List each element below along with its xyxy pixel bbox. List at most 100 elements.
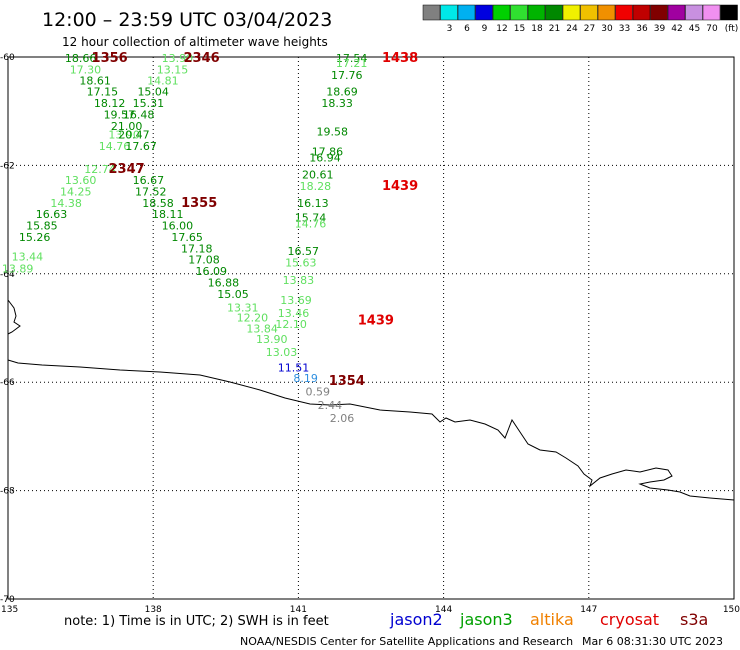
legend-swatch	[527, 4, 546, 21]
wave-height-label: 13.31	[227, 301, 259, 314]
wave-height-label: 13.46	[278, 307, 310, 320]
graticule	[8, 57, 734, 599]
pass-time-label: 1438	[382, 51, 418, 66]
legend-swatch	[632, 4, 651, 21]
latitude-tick-label: -60	[0, 53, 15, 63]
wave-height-label: 17.30	[70, 63, 102, 76]
wave-height-label: 18.28	[300, 180, 332, 193]
wave-height-label: 11.51	[278, 362, 310, 375]
legend-swatch	[510, 4, 528, 21]
longitude-tick-label: 141	[290, 605, 307, 615]
wave-height-label: 18.69	[326, 86, 358, 99]
wave-height-label: 0.59	[306, 385, 331, 398]
legend-swatch-label: 70	[706, 24, 718, 34]
latitude-tick-label: -68	[0, 487, 15, 497]
wave-height-label: 15.04	[137, 86, 169, 99]
wave-height-label: 19.57	[104, 108, 136, 121]
legend-swatch-label: 24	[566, 24, 578, 34]
observation-labels: 18.6617.3018.6117.1518.1219.5721.0013.90…	[2, 51, 418, 425]
wave-height-label: 17.52	[135, 185, 167, 198]
legend-swatch-label: 45	[689, 24, 700, 34]
legend-swatch	[422, 4, 441, 21]
legend-swatch-label: 3	[447, 24, 453, 34]
legend-swatch-label: (ft)	[725, 24, 739, 34]
legend-swatch	[562, 4, 581, 21]
plot-frame	[7, 56, 735, 600]
wave-height-label: 12.20	[237, 312, 269, 325]
satellite-label: s3a	[680, 610, 708, 629]
wave-height-label: 13.69	[280, 294, 312, 307]
pass-time-label: 1356	[92, 51, 128, 66]
satellite-label: jason3	[459, 610, 513, 629]
map-title: 12:00 – 23:59 UTC 03/04/2023	[42, 9, 332, 31]
legend-swatch-label: 39	[654, 24, 666, 34]
latitude-tick-label: -64	[0, 270, 15, 280]
longitude-tick-label: 144	[435, 605, 452, 615]
wave-height-label: 15.63	[285, 256, 317, 269]
wave-height-label: 18.61	[79, 74, 111, 87]
wave-height-label: 15.05	[217, 288, 249, 301]
legend-swatch	[720, 4, 738, 21]
wave-height-label: 16.09	[196, 265, 228, 278]
pass-time-label: 1439	[382, 179, 418, 194]
legend-swatch-label: 27	[584, 24, 595, 34]
wave-height-label: 13.60	[65, 174, 97, 187]
wave-height-label: 14.25	[60, 185, 92, 198]
wave-height-label: 17.08	[188, 254, 220, 267]
wave-height-label: 15.74	[295, 211, 327, 224]
legend-swatch-label: 36	[636, 24, 648, 34]
satellite-label: altika	[530, 610, 574, 629]
wave-height-label: 8.19	[293, 372, 318, 385]
wave-height-label: 16.48	[123, 108, 155, 121]
longitude-tick-label: 147	[580, 605, 597, 615]
wave-height-label: 13.15	[157, 63, 189, 76]
wave-height-label: 21.00	[111, 120, 143, 133]
latitude-tick-label: -70	[0, 595, 15, 605]
pass-time-label: 1439	[358, 313, 394, 328]
wave-height-label: 14.76	[295, 217, 327, 230]
longitude-tick-label: 138	[145, 605, 162, 615]
legend-swatch-label: 18	[531, 24, 543, 34]
wave-height-label: 19.58	[317, 125, 349, 138]
wave-height-label: 12.10	[275, 318, 307, 331]
pass-time-label: 2347	[108, 162, 144, 177]
wave-height-label: 18.66	[65, 52, 97, 65]
wave-height-label: 17.21	[336, 57, 368, 70]
legend-swatch	[492, 4, 511, 21]
legend-swatch-label: 15	[514, 24, 525, 34]
wave-height-label: 14.76	[99, 140, 131, 153]
wave-height-label: 17.15	[87, 86, 119, 99]
legend-swatch-label: 21	[549, 24, 560, 34]
plot-area: 135 138 141 144 147 150 -60 -62 -64 -66 -68 -70 18.…	[0, 51, 740, 615]
wave-height-label: 16.94	[309, 151, 341, 164]
satellite-label: jason2	[389, 610, 443, 629]
wave-height-label: 17.86	[312, 145, 344, 158]
wave-height-label: 16.57	[287, 245, 319, 258]
legend-swatch	[702, 4, 721, 21]
coastline	[7, 299, 735, 501]
wave-height-label: 2.06	[330, 412, 355, 425]
latitude-tick-label: -62	[0, 161, 15, 171]
wave-height-label: 14.81	[147, 74, 179, 87]
wave-height-label: 17.18	[181, 242, 213, 255]
wave-height-label: 16.63	[36, 208, 68, 221]
pass-time-label: 2346	[184, 51, 220, 66]
legend-swatch-label: 9	[482, 24, 488, 34]
pass-time-label: 1354	[329, 374, 365, 389]
wave-height-label: 2.44	[318, 399, 343, 412]
legend-swatch	[475, 4, 493, 21]
wave-height-label: 16.13	[297, 197, 329, 210]
wave-height-label: 16.67	[133, 174, 165, 187]
wave-height-label: 13.90	[256, 333, 288, 346]
wave-height-label: 13.03	[266, 346, 298, 359]
wave-height-label: 15.31	[133, 97, 165, 110]
wave-height-label: 20.47	[118, 129, 150, 142]
latitude-tick-label: -66	[0, 378, 15, 388]
map-subtitle: 12 hour collection of altimeter wave hei…	[62, 35, 328, 49]
legend-swatch	[615, 4, 633, 21]
wave-height-label: 17.67	[125, 140, 157, 153]
wave-height-label: 14.38	[50, 197, 82, 210]
legend-swatch	[685, 4, 703, 21]
wave-height-label: 20.61	[302, 169, 334, 182]
